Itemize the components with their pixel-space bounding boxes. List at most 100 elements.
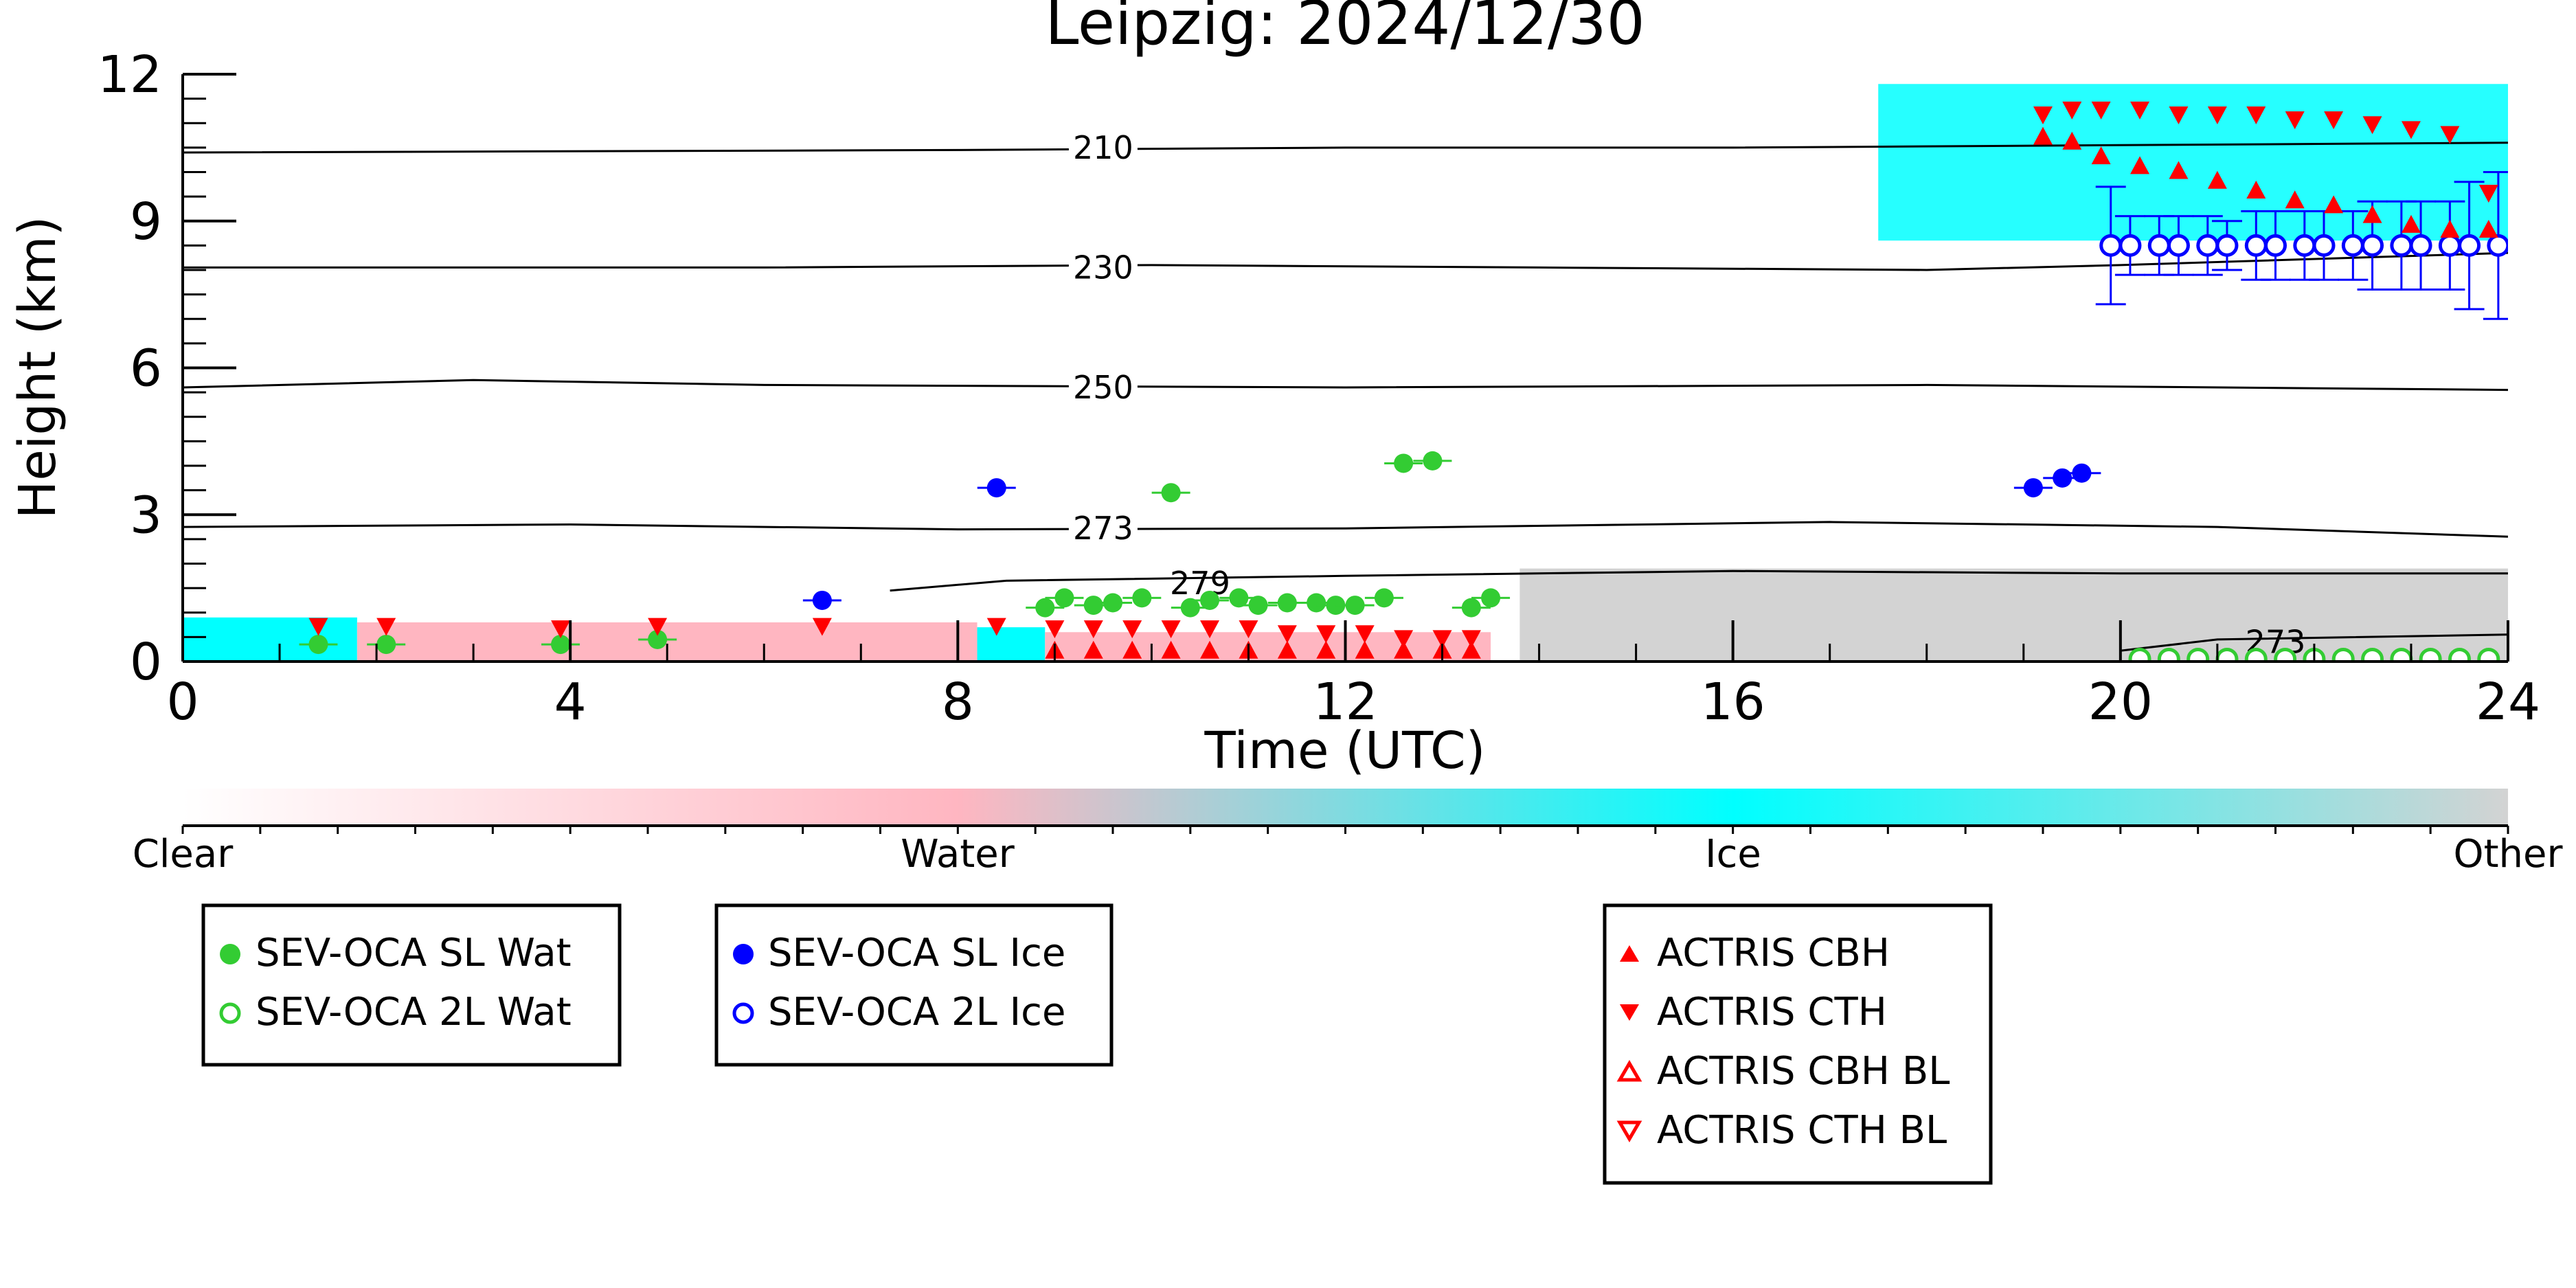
sev-oca-2l-wat-marker — [2215, 647, 2239, 662]
colorbar-label-ice: Ice — [1705, 832, 1761, 877]
sev-oca-2l-ice-marker — [2390, 234, 2413, 257]
legend-ice: SEV-OCA SL Ice SEV-OCA 2L Ice — [714, 903, 1114, 1067]
sev-oca-2l-ice-marker — [2458, 234, 2481, 257]
actris-cth-marker — [2062, 101, 2082, 120]
actris-cbh-marker — [2246, 181, 2266, 199]
sev-oca-sl-wat-marker — [1394, 453, 1414, 473]
sev-oca-2l-wat-marker — [2128, 647, 2151, 662]
legend-actris-cth-bl-marker — [1616, 1120, 1642, 1142]
x-tick-label: 8 — [942, 673, 974, 732]
sev-oca-sl-ice-marker — [2072, 463, 2092, 483]
sev-oca-sl-wat-marker — [1200, 590, 1220, 610]
cloud-region-other — [1519, 568, 2508, 662]
actris-cbh-marker — [1394, 640, 1414, 659]
actris-cth-marker — [2169, 106, 2189, 124]
axes: 0 3 6 9 12 0 4 8 12 16 20 24 — [98, 45, 2540, 732]
contour-line — [183, 251, 2508, 271]
actris-cbh-marker — [1277, 640, 1297, 659]
sev-oca-sl-wat-marker — [1103, 593, 1122, 613]
actris-cth-marker — [551, 620, 571, 639]
x-tick-label: 24 — [2476, 673, 2540, 732]
sev-oca-2l-ice-marker — [2147, 234, 2171, 257]
actris-cth-marker — [648, 618, 668, 636]
actris-cbh-marker — [1316, 640, 1336, 659]
sev-oca-sl-wat-marker — [1083, 596, 1103, 615]
contour-line — [183, 142, 2508, 154]
contour-label: 279 — [1170, 565, 1230, 602]
actris-cth-marker — [1083, 620, 1103, 639]
legend-water-box — [201, 903, 622, 1067]
sev-oca-sl-ice-marker — [812, 590, 832, 610]
sev-oca-sl-wat-marker — [1229, 588, 1249, 608]
contour-label-bg — [1068, 248, 1138, 283]
actris-cbh-marker — [1355, 640, 1375, 659]
contour-line — [183, 379, 2508, 392]
sev-oca-2l-wat-marker — [2419, 647, 2442, 662]
sev-oca-2l-ice-marker — [2293, 234, 2316, 257]
sev-oca-sl-wat-marker — [1161, 483, 1181, 503]
actris-cth-marker — [2440, 126, 2460, 144]
sev-oca-sl-ice-marker — [2053, 468, 2072, 488]
sev-oca-sl-wat-marker — [648, 629, 668, 649]
colorbar-label-clear: Clear — [133, 832, 234, 877]
sev-oca-2l-wat-marker — [2331, 647, 2355, 662]
sev-oca-sl-wat-marker — [1374, 588, 1394, 608]
contour-line — [890, 569, 2508, 592]
sev-oca-2l-ice-marker — [2341, 234, 2364, 257]
sev-oca-sl-wat-marker — [1277, 593, 1297, 613]
sev-oca-sl-wat-marker — [1326, 596, 1346, 615]
cloud-type-regions — [183, 84, 2508, 662]
actris-cbh-marker — [2285, 190, 2305, 209]
actris-cth-marker — [1122, 620, 1142, 639]
sev-oca-sl-wat-marker — [1423, 451, 1443, 471]
sev-oca-sl-wat-marker — [1461, 598, 1481, 618]
cloud-region-ice — [977, 627, 1046, 662]
legend-sl-ice-label: SEV-OCA SL Ice — [768, 931, 1065, 975]
legend-actris-cth-marker — [1620, 1004, 1639, 1021]
cloud-region-ice — [1878, 84, 2508, 241]
legend-ice-box — [714, 903, 1114, 1067]
legend-sl-wat-label: SEV-OCA SL Wat — [256, 931, 572, 975]
sev-oca-2l-ice-marker — [2099, 234, 2123, 257]
actris-cbh-marker — [2169, 161, 2189, 179]
actris-cth-marker — [2091, 101, 2111, 120]
actris-cth-marker — [308, 618, 328, 636]
colorbar: Clear Water Ice Other — [133, 789, 2563, 877]
actris-cth-marker — [1045, 620, 1065, 639]
x-tick-label: 12 — [1313, 673, 1377, 732]
colorbar-gradient — [183, 789, 2508, 826]
contour-label: 250 — [1073, 369, 1133, 406]
legend-actris-cth-label: ACTRIS CTH — [1657, 990, 1887, 1035]
contour-label-bg — [1068, 368, 1138, 403]
sev-oca-2l-ice-marker — [2438, 234, 2461, 257]
contour-line — [2120, 633, 2508, 652]
actris-cbh-marker — [1161, 640, 1181, 659]
colorbar-label-other: Other — [2453, 832, 2563, 877]
sev-oca-2l-ice-marker — [2167, 234, 2190, 257]
actris-cth-marker — [1394, 630, 1414, 648]
actris-cbh-marker — [2207, 170, 2227, 189]
actris-cbh-marker — [2091, 146, 2111, 165]
legend-sl-ice-marker — [733, 944, 754, 964]
y-tick-label: 12 — [98, 45, 162, 104]
sev-oca-2l-wat-marker — [2157, 647, 2180, 662]
actris-cth-marker — [376, 618, 396, 636]
legend-actris-cbh-label: ACTRIS CBH — [1657, 931, 1890, 975]
y-ticks: 0 3 6 9 12 — [98, 45, 236, 692]
legend-actris-cbh-bl-label: ACTRIS CBH BL — [1657, 1049, 1950, 1094]
sev-oca-2l-wat-marker — [2477, 647, 2500, 662]
actris-cbh-marker — [2062, 131, 2082, 150]
sev-oca-2l-ice-marker — [2196, 234, 2219, 257]
actris-cth-marker — [986, 618, 1006, 636]
legend-actris-cbh-marker — [1620, 945, 1639, 962]
legend-2l-wat-marker — [219, 1002, 241, 1024]
x-axis-label: Time (UTC) — [1204, 721, 1485, 780]
actris-cbh-marker — [2401, 214, 2421, 233]
actris-cth-marker — [1316, 625, 1336, 644]
sev-oca-2l-ice-marker — [2244, 234, 2268, 257]
sev-oca-sl-wat-marker — [1132, 588, 1152, 608]
legend-2l-wat-label: SEV-OCA 2L Wat — [256, 990, 572, 1035]
legend-actris: ACTRIS CBH ACTRIS CTH ACTRIS CBH BL ACTR… — [1603, 903, 1993, 1185]
